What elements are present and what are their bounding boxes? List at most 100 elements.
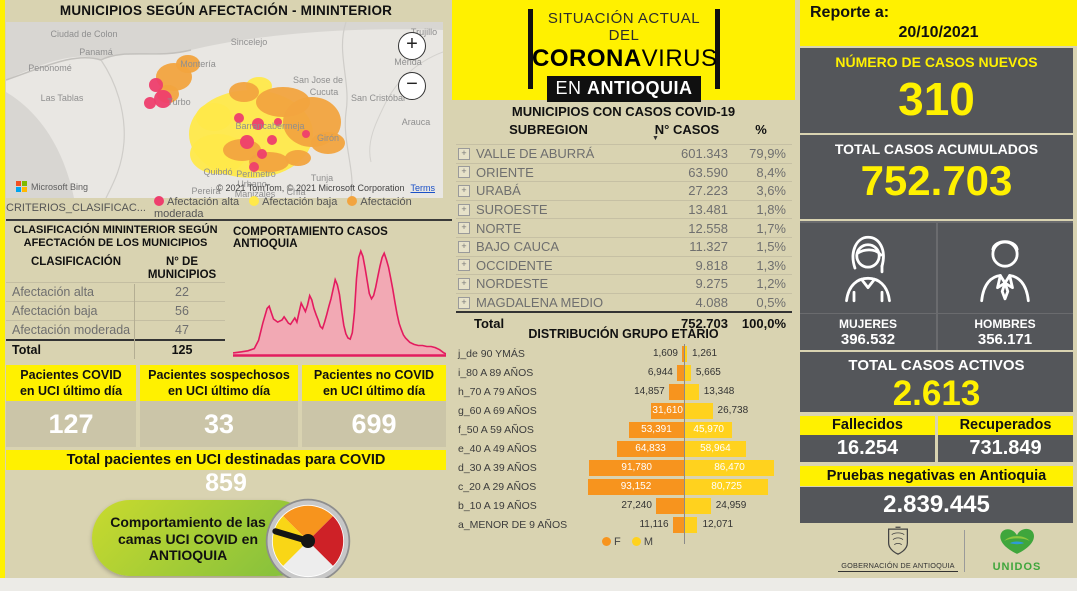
title-line-1: SITUACIÓN ACTUAL DEL (547, 10, 701, 44)
age-group-label: a_MENOR DE 9 AÑOS (458, 519, 568, 531)
f-bar[interactable] (672, 517, 684, 533)
women-cell: MUJERES 396.532 (800, 221, 936, 350)
classification-row[interactable]: Afectación alta 22 (6, 282, 225, 301)
subregion-row[interactable]: + ORIENTE 63.590 8,4% (456, 162, 792, 182)
map-place-label: Cucuta (309, 87, 339, 97)
expand-icon[interactable]: + (458, 277, 470, 290)
map-place-label: Urbano (237, 179, 267, 189)
expand-icon[interactable]: + (458, 147, 470, 160)
subregion-cases: 13.481 (688, 202, 728, 218)
m-bar[interactable] (685, 403, 713, 419)
m-value: 58,964 (700, 443, 731, 454)
subregion-row[interactable]: + BAJO CAUCA 11.327 1,5% (456, 236, 792, 256)
woman-icon (845, 235, 891, 303)
f-bar[interactable] (617, 441, 684, 457)
expand-icon[interactable]: + (458, 240, 470, 253)
pyramid-legend: F M (452, 536, 795, 548)
subregion-row[interactable]: + URABÁ 27.223 3,6% (456, 181, 792, 200)
f-value: 11,116 (639, 519, 669, 530)
expand-icon[interactable]: + (458, 203, 470, 216)
new-cases-box: NÚMERO DE CASOS NUEVOS 310 (800, 48, 1073, 133)
subregion-row[interactable]: + NORDESTE 9.275 1,2% (456, 274, 792, 293)
age-group-label: g_60 A 69 AÑOS (458, 405, 537, 417)
m-value: 45,970 (693, 424, 724, 435)
map-zoom-out-button[interactable]: − (398, 72, 426, 100)
f-value: 93,152 (620, 481, 652, 492)
main-title: SITUACIÓN ACTUAL DEL CORONAVIRUS EN ANTI… (532, 10, 718, 102)
subregion-row[interactable]: + NORTE 12.558 1,7% (456, 218, 792, 237)
m-bar[interactable] (685, 365, 691, 381)
classification-table: CLASIFICACIÓN MININTERIOR SEGÚN AFECTACI… (6, 224, 225, 360)
col-casos[interactable]: N° CASOS (654, 122, 720, 137)
subregion-name: URABÁ (476, 183, 521, 199)
classification-count: 22 (175, 285, 189, 299)
pyramid-row: i_80 A 89 AÑOS 6,944 5,665 (452, 363, 795, 384)
age-group-label: f_50 A 59 AÑOS (458, 424, 534, 436)
uci-box-0: Pacientes COVID en UCI último día 127 (6, 365, 136, 447)
classification-title-1: CLASIFICACIÓN MININTERIOR SEGÚN (13, 224, 218, 236)
m-bar[interactable] (685, 460, 775, 476)
men-cell: HOMBRES 356.171 (937, 221, 1073, 350)
col-pct[interactable]: % (755, 122, 767, 137)
m-bar[interactable] (685, 479, 769, 495)
subregion-cases: 11.327 (689, 239, 728, 255)
m-bar[interactable] (685, 384, 699, 400)
f-bar[interactable] (589, 460, 684, 476)
expand-icon[interactable]: + (458, 184, 470, 197)
expand-icon[interactable]: + (458, 259, 470, 272)
f-bar[interactable] (668, 384, 684, 400)
expand-icon[interactable]: + (458, 166, 470, 179)
m-bar[interactable] (685, 517, 698, 533)
unidos-label: UNIDOS (992, 561, 1042, 573)
expand-icon[interactable]: + (458, 222, 470, 235)
subregion-row[interactable]: + SUROESTE 13.481 1,8% (456, 199, 792, 219)
title-line-2: CORONAVIRUS (532, 45, 718, 72)
pyramid-row: d_30 A 39 AÑOS 91,780 86,470 (452, 458, 795, 479)
subregion-name: NORTE (476, 220, 522, 236)
map-zoom-in-button[interactable]: + (398, 32, 426, 60)
legend-item-alta: Afectación alta (153, 196, 239, 208)
f-bar[interactable] (651, 403, 684, 419)
f-bar[interactable] (588, 479, 684, 495)
subregion-row[interactable]: + MAGDALENA MEDIO 4.088 0,5% (456, 292, 792, 312)
m-bar[interactable] (685, 346, 687, 362)
classification-row[interactable]: Afectación baja 56 (6, 301, 225, 320)
m-bar[interactable] (685, 498, 711, 514)
active-cases-label: TOTAL CASOS ACTIVOS (848, 357, 1025, 374)
f-bar[interactable] (682, 346, 684, 362)
new-cases-value: 310 (898, 73, 975, 125)
f-value: 6,944 (647, 367, 673, 378)
total-value: 125 (171, 343, 193, 357)
map-title: MUNICIPIOS SEGÚN AFECTACIÓN - MININTERIO… (59, 3, 393, 18)
age-group-label: h_70 A 79 AÑOS (458, 386, 537, 398)
classification-count: 56 (175, 304, 189, 318)
map-place-label: San Cristóbal (350, 93, 406, 103)
subregion-name: NORDESTE (476, 276, 549, 292)
bing-map[interactable]: Ciudad de Colon Panamá Penonomé Las Tablas M… (6, 22, 443, 198)
m-value: 5,665 (695, 367, 721, 378)
total-label: Total (12, 343, 41, 357)
subregion-row[interactable]: + OCCIDENTE 9.818 1,3% (456, 255, 792, 275)
classification-total-row: Total 125 (6, 339, 225, 359)
subregion-pct: 1,3% (756, 257, 786, 273)
map-place-label: Mérida (394, 57, 422, 67)
classification-row[interactable]: Afectación moderada 47 (6, 320, 225, 339)
f-bar[interactable] (676, 365, 684, 381)
footer-logos: GOBERNACIÓN DE ANTIOQUIA UNIDOS (800, 526, 1073, 576)
subregion-pct: 79,9% (749, 146, 786, 162)
expand-icon[interactable]: + (458, 296, 470, 309)
legend-item-moderada: Afectación moderada (154, 196, 412, 220)
subregion-name: SUROESTE (476, 202, 548, 218)
f-bar[interactable] (655, 498, 684, 514)
f-value: 1,609 (652, 348, 678, 359)
classification-col2-header: N° DE MUNICIPIOS (147, 256, 217, 281)
terms-link[interactable]: Terms (410, 183, 436, 193)
m-bar[interactable] (685, 441, 746, 457)
m-bar[interactable] (685, 422, 733, 438)
legend-dot-moderada-icon (347, 196, 358, 206)
pyramid-row: c_20 A 29 AÑOS 93,152 80,725 (452, 477, 795, 498)
f-bar[interactable] (628, 422, 684, 438)
map-place-label: Tunja (310, 173, 334, 183)
subregion-row[interactable]: + VALLE DE ABURRÁ 601.343 79,9% (456, 144, 792, 163)
